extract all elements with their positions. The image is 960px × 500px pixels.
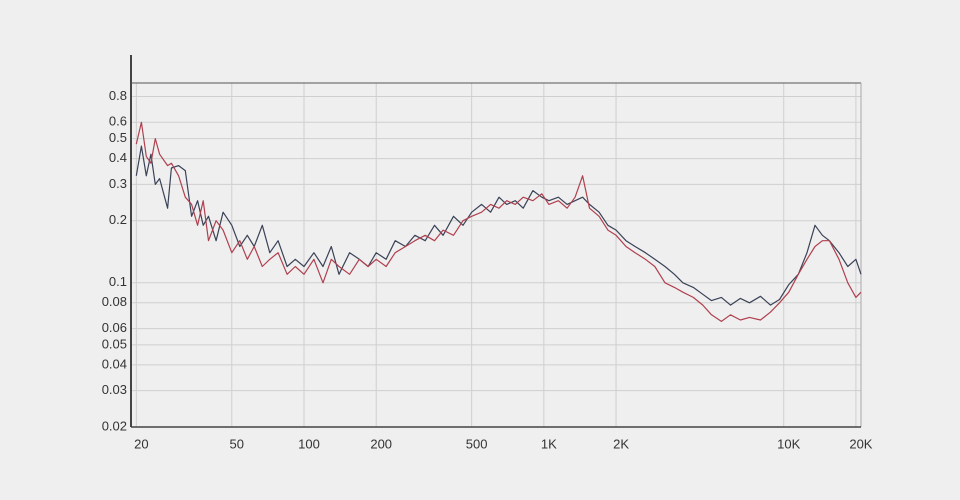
y-tick-label: 0.6: [109, 114, 127, 129]
x-tick-label: 50: [230, 436, 244, 451]
x-tick-label: 20K: [849, 436, 872, 451]
y-tick-label: 0.1: [109, 274, 127, 289]
x-tick-label: 10K: [777, 436, 800, 451]
y-tick-label: 0.04: [102, 356, 127, 371]
y-tick-label: 0.2: [109, 212, 127, 227]
y-tick-label: 0.08: [102, 294, 127, 309]
y-tick-label: 0.4: [109, 150, 127, 165]
x-tick-label: 20: [134, 436, 148, 451]
y-tick-label: 0.3: [109, 176, 127, 191]
y-tick-label: 0.8: [109, 88, 127, 103]
x-tick-label: 200: [370, 436, 392, 451]
x-tick-label: 2K: [613, 436, 629, 451]
series-line: [135, 145, 862, 306]
y-tick-label: 0.06: [102, 320, 127, 335]
x-tick-label: 100: [298, 436, 320, 451]
series-line: [135, 121, 862, 322]
x-tick-label: 1K: [541, 436, 557, 451]
y-tick-label: 0.5: [109, 130, 127, 145]
y-tick-label: 0.02: [102, 418, 127, 433]
y-tick-label: 0.05: [102, 336, 127, 351]
y-tick-label: 0.03: [102, 382, 127, 397]
x-tick-label: 500: [466, 436, 488, 451]
